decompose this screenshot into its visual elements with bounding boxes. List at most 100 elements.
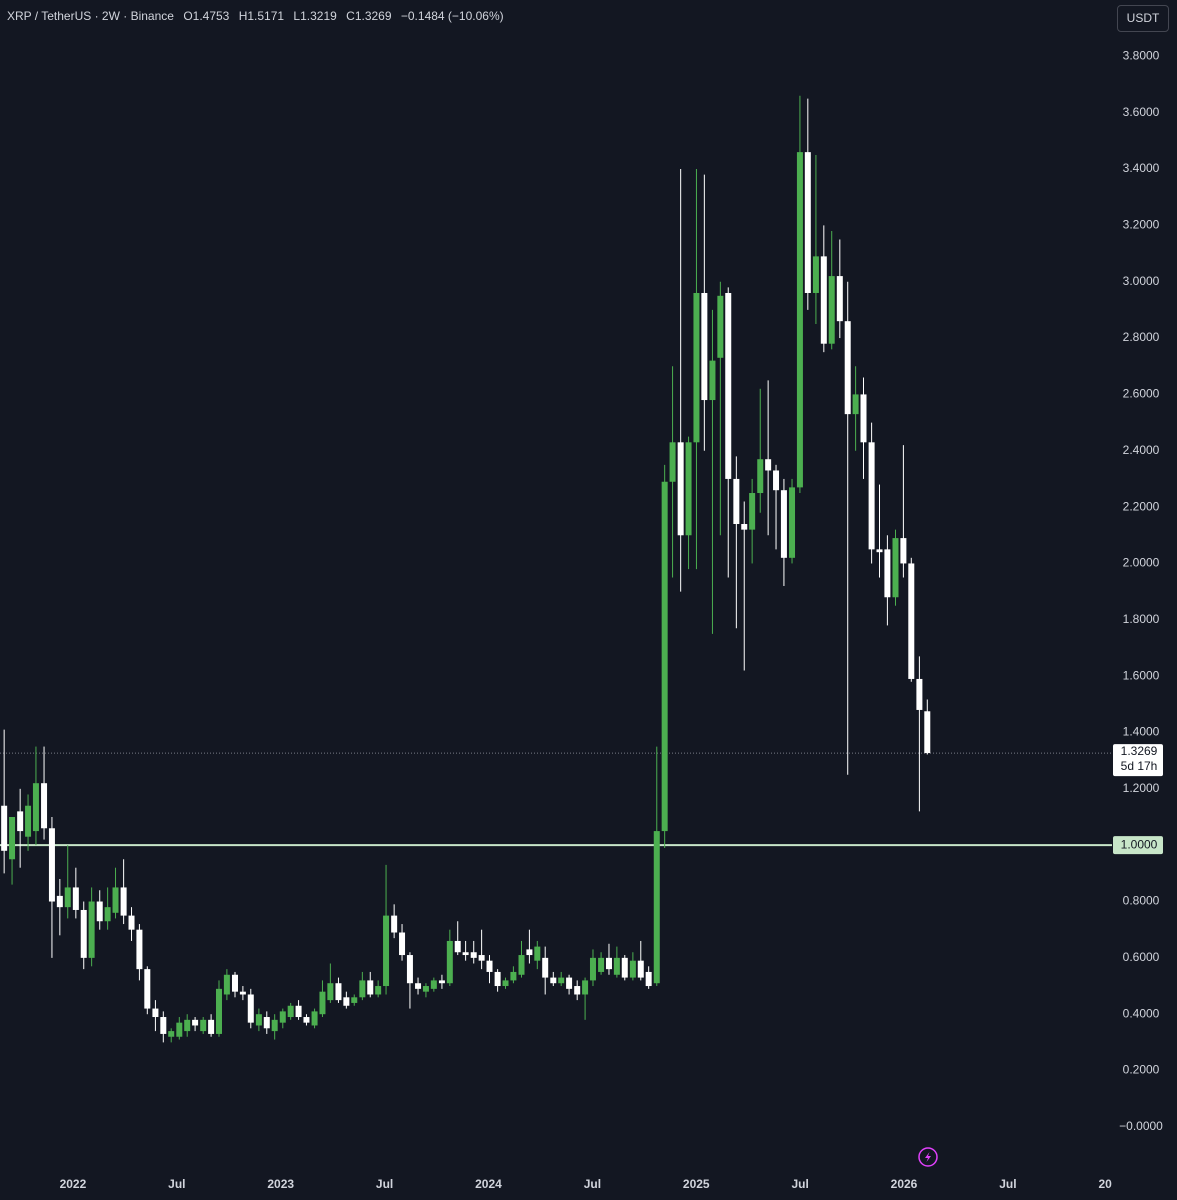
y-tick-label: 0.2000 [1123,1063,1160,1077]
x-tick-label: 2023 [267,1177,294,1191]
candle-body [828,276,835,344]
y-tick-label: 2.4000 [1123,443,1160,457]
x-tick-label: Jul [584,1177,601,1191]
change: −0.1484 (−10.06%) [400,9,504,23]
candle-body [613,957,620,975]
candle-body [263,1017,270,1029]
y-tick-label: 3.2000 [1123,218,1160,232]
candle-body [860,394,867,443]
y-tick-label: 1.8000 [1123,612,1160,626]
candle-body [72,887,79,910]
x-tick-label: 2025 [683,1177,710,1191]
ohlc-high: H1.5171 [238,9,285,23]
candle-body [48,828,55,902]
candle-body [534,946,541,961]
candle-body [812,256,819,293]
candle-body [637,960,644,978]
candle-body [160,1017,167,1034]
candle-body [598,957,605,972]
candle-body [749,493,756,530]
candle-body [422,986,429,992]
candle-body [510,971,517,981]
candle-body [908,563,915,679]
candle-body [215,988,222,1034]
candle-body [152,1008,159,1018]
y-tick-label: 1.6000 [1123,668,1160,682]
y-tick-label: −0.0000 [1119,1119,1163,1133]
candle-body [359,980,366,998]
candle-body [709,360,716,401]
candle-body [661,481,668,832]
x-tick-label: Jul [999,1177,1016,1191]
y-tick-label: 0.6000 [1123,950,1160,964]
candle-body [844,321,851,415]
candle-body [502,980,509,987]
candle-body [542,957,549,978]
y-tick-label: 2.6000 [1123,387,1160,401]
candle-body [343,997,350,1006]
symbol: XRP / TetherUS · 2W · Binance [7,9,174,23]
candle-body [279,1011,286,1023]
candle-body [120,887,127,916]
candle-body [836,276,843,322]
candle-body [757,459,764,494]
candle-body [733,478,740,525]
candle-body [41,783,48,829]
candle-body [852,394,859,415]
candle-body [669,442,676,482]
x-tick-label: 2026 [891,1177,918,1191]
y-tick-label: 0.4000 [1123,1006,1160,1020]
price-axis: −0.0000 0.2000 0.4000 0.6000 0.8000 1.0000 1.2… [1113,49,1163,1133]
x-tick-label: Jul [376,1177,393,1191]
candle-body [136,929,143,970]
candle-body [685,442,692,536]
candle-body [526,949,533,956]
x-tick-label: 2022 [60,1177,87,1191]
y-tick-label: 3.4000 [1123,161,1160,175]
ohlc-low: L1.3219 [293,9,337,23]
y-tick-label: 1.2000 [1123,781,1160,795]
candle-body [383,915,390,987]
candle-body [239,991,246,995]
x-tick-label: Jul [168,1177,185,1191]
candle-body [25,805,32,837]
candle-body [645,971,652,987]
candle-body [223,974,230,995]
candle-body [725,292,732,479]
candle-body [462,952,469,956]
candle-body [104,907,111,922]
candle-body [550,977,557,984]
level-label-box [1113,836,1163,855]
countdown-label: 5d 17h [1121,759,1158,773]
candle-body [582,980,589,995]
candle-body [287,1005,294,1018]
candle-body [415,983,422,989]
candle-body [780,490,787,558]
candle-body [88,901,95,958]
y-tick-label: 3.6000 [1123,105,1160,119]
candle-body [605,957,612,970]
candle-body [64,887,71,908]
candle-body [653,831,660,984]
candle-body [884,549,891,598]
candle-body [255,1014,262,1026]
candle-body [319,991,326,1015]
candle-body [789,487,796,558]
ohlc-open: O1.4753 [183,9,230,23]
candle-body [701,292,708,401]
candle-body [454,940,461,953]
currency-button[interactable]: USDT [1117,5,1169,32]
candle-body [677,442,684,536]
candle-body [629,960,636,978]
level-label: 1.0000 [1121,837,1158,851]
candle-body [208,1019,215,1034]
y-tick-label: 2.2000 [1123,499,1160,513]
last-price-box [1113,744,1163,777]
x-tick-label: Jul [791,1177,808,1191]
candle-body [900,538,907,564]
candle-body [820,256,827,344]
candle-body [486,960,493,972]
candle-body [112,887,119,913]
candle-body [693,292,700,443]
